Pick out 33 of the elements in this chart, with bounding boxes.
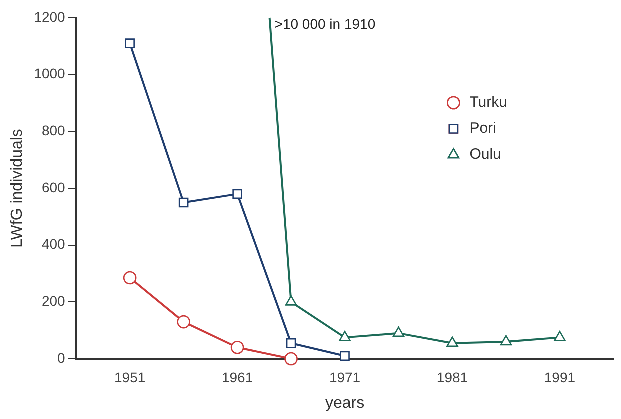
point: [177, 315, 190, 329]
x-tick-label: 1971: [329, 369, 361, 386]
point: [446, 336, 458, 348]
annotation: >10 000 in 1910: [274, 16, 376, 32]
point: [232, 189, 242, 200]
point: [230, 340, 244, 354]
y-tick-label: 1200: [34, 8, 66, 25]
y-tick-label: 400: [42, 236, 66, 252]
y-tick-label: 0: [58, 350, 66, 366]
point: [554, 331, 566, 342]
x-tick-label: 1991: [544, 369, 576, 386]
x-tick-label: 1961: [222, 369, 254, 386]
y-tick-label: 800: [42, 122, 66, 139]
legend-label: Turku: [470, 94, 508, 112]
point: [123, 271, 137, 285]
point: [392, 326, 405, 338]
point: [339, 331, 351, 342]
point: [285, 296, 298, 306]
y-tick-label: 200: [42, 293, 66, 310]
x-axis-title: years: [325, 394, 365, 412]
point: [340, 351, 350, 362]
point: [125, 38, 135, 48]
x-tick-label: 1951: [114, 369, 146, 386]
point: [286, 338, 296, 348]
y-tick-label: 600: [42, 179, 66, 196]
y-axis-title: LWfG individuals: [9, 129, 26, 248]
point: [500, 335, 512, 346]
point: [284, 352, 298, 366]
y-tick-label: 1000: [34, 66, 66, 82]
point: [178, 198, 189, 208]
x-tick-label: 1981: [436, 369, 468, 386]
legend-label: Pori: [470, 120, 496, 138]
legend-label: Oulu: [470, 146, 502, 164]
